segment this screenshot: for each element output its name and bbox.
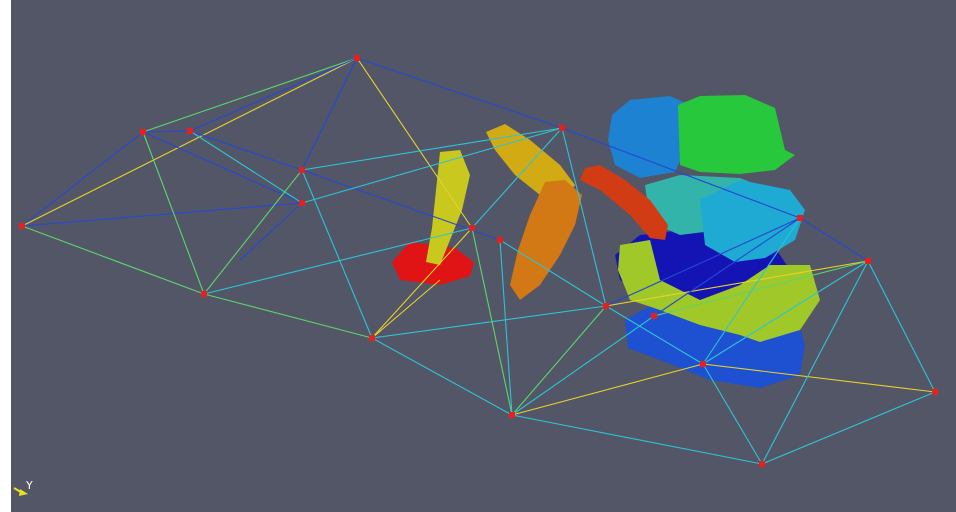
edge <box>203 227 473 295</box>
graph-node[interactable] <box>559 125 565 131</box>
edge <box>499 239 607 307</box>
blue-cluster-top-left <box>608 96 690 178</box>
graph-node[interactable] <box>369 335 375 341</box>
edge <box>605 305 704 365</box>
graph-node[interactable] <box>299 167 305 173</box>
edge <box>301 169 501 241</box>
edge <box>471 227 513 416</box>
graph-node[interactable] <box>354 55 360 61</box>
edge <box>371 227 473 339</box>
edge <box>142 57 358 133</box>
edge <box>371 337 513 416</box>
orange-arm <box>510 180 582 300</box>
axis-arrow-icon <box>19 489 28 496</box>
edge <box>356 57 563 129</box>
light-blue-cluster <box>700 180 805 262</box>
edge <box>511 363 704 416</box>
edge <box>356 57 473 229</box>
edge <box>142 131 205 295</box>
edge <box>561 127 607 307</box>
edge <box>653 260 869 317</box>
graph-node[interactable] <box>932 389 938 395</box>
edge <box>702 217 801 365</box>
edge <box>21 131 144 227</box>
edge <box>142 131 303 204</box>
graph-node[interactable] <box>651 313 657 319</box>
edge <box>499 239 513 416</box>
left-border-strip <box>0 0 11 512</box>
graph-node[interactable] <box>299 200 305 206</box>
edge <box>702 260 869 365</box>
edge <box>371 305 607 339</box>
edge <box>799 217 869 262</box>
graph-node[interactable] <box>509 412 515 418</box>
graph-node[interactable] <box>865 258 871 264</box>
red-orange-arm <box>580 165 668 240</box>
edge <box>203 169 303 295</box>
edge <box>702 363 763 465</box>
edge <box>203 293 373 339</box>
graph-node[interactable] <box>201 291 207 297</box>
edge <box>605 260 869 307</box>
edge <box>371 279 441 339</box>
green-cluster-top-right <box>678 95 795 174</box>
edge <box>301 127 563 204</box>
graph-node[interactable] <box>603 303 609 309</box>
graph-node[interactable] <box>797 215 803 221</box>
edge <box>511 315 655 416</box>
edge <box>189 130 303 171</box>
orientation-axis-label: Y <box>26 479 33 492</box>
edge <box>653 217 801 317</box>
graph-nodes[interactable] <box>19 55 938 467</box>
edge <box>605 217 801 307</box>
orientation-axes <box>13 487 28 496</box>
graph-node[interactable] <box>759 461 765 467</box>
graph-node[interactable] <box>497 237 503 243</box>
graph-node[interactable] <box>19 223 25 229</box>
graph-node[interactable] <box>700 361 706 367</box>
voxel-objects <box>392 95 820 388</box>
edge <box>561 127 801 219</box>
edge <box>471 127 563 229</box>
edge <box>702 363 936 393</box>
edge <box>142 130 191 133</box>
edge <box>301 169 373 339</box>
edge <box>21 225 205 295</box>
edge <box>867 260 936 393</box>
edge <box>761 260 869 465</box>
edge <box>239 202 303 261</box>
edge <box>21 202 303 227</box>
graph-node[interactable] <box>469 225 475 231</box>
edge <box>189 130 303 204</box>
lime-cluster <box>618 240 820 342</box>
edge <box>511 414 763 465</box>
graph-node[interactable] <box>187 128 193 134</box>
edge <box>511 305 607 416</box>
edge <box>301 57 358 171</box>
graph-node[interactable] <box>140 129 146 135</box>
edge <box>301 127 563 171</box>
edge <box>189 57 358 132</box>
graph-edges <box>21 57 936 465</box>
edge <box>21 57 358 227</box>
edge <box>761 391 936 465</box>
